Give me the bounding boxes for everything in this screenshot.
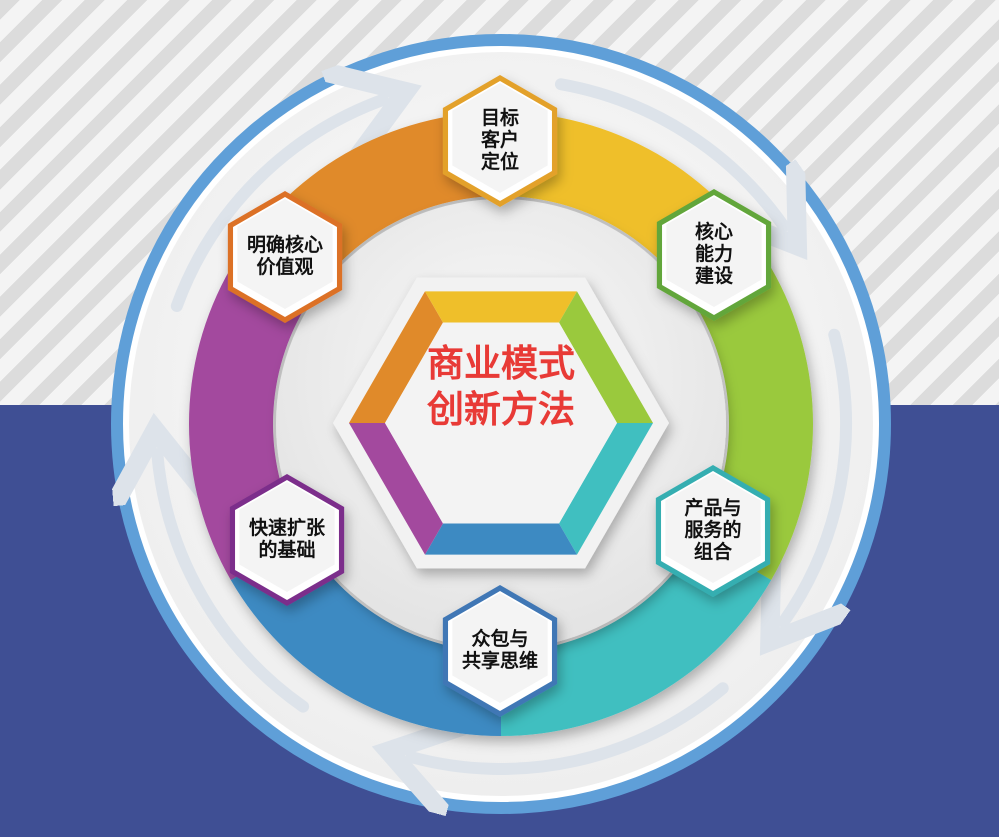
node-hex-core: [656, 189, 772, 321]
node-label-rapid: 快速扩张 的基础: [248, 517, 326, 561]
center-hex-band-4: [425, 291, 577, 323]
node-label-product: 产品与 服务的 组合: [684, 497, 742, 563]
center-hex-band-5: [559, 291, 653, 423]
node-hex-value: [227, 191, 343, 323]
node-hexagons: [227, 75, 772, 717]
cycle-arrow-4: [170, 100, 383, 313]
center-title-line2: 创新方法: [427, 388, 575, 431]
cycle-arrow-3: [157, 454, 310, 713]
center-hex-band-0: [559, 423, 653, 555]
center-title: 商业模式 创新方法: [427, 341, 575, 434]
cycle-arrow-2: [412, 682, 729, 769]
center-hex-band-1: [425, 523, 577, 555]
cycle-arrow-1: [784, 328, 852, 622]
node-hex-rapid: [229, 474, 345, 606]
node-hex-crowd: [442, 585, 558, 717]
node-hex-target: [442, 75, 558, 207]
node-label-target: 目标 客户 定位: [480, 107, 520, 173]
center-title-line1: 商业模式: [427, 341, 575, 385]
center-hexagon: [333, 277, 669, 569]
center-hex-core: [385, 322, 617, 524]
cycle-arrows: [157, 78, 852, 769]
center-hex-band-2: [349, 423, 443, 555]
node-label-value: 明确核心 价值观: [246, 234, 324, 278]
cycle-arrow-0: [554, 78, 784, 226]
node-hex-product: [655, 465, 771, 597]
node-label-core: 核心 能力 建设: [694, 221, 734, 287]
center-hex-band-3: [349, 291, 443, 423]
node-label-crowd: 众包与 共享思维: [461, 628, 539, 672]
